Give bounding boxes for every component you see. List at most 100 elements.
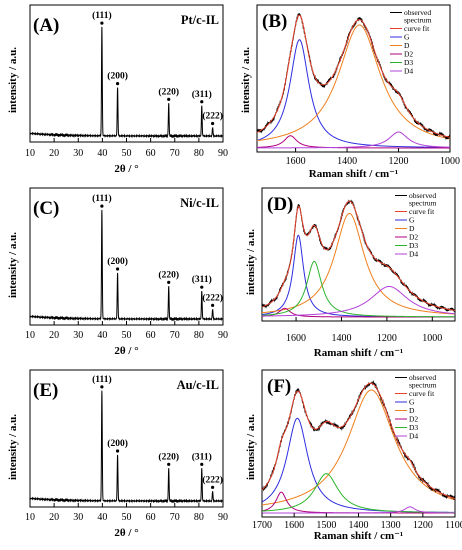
peak-label: (311) (192, 451, 212, 462)
x-tick-label: 1400 (349, 520, 369, 531)
legend-label: G (404, 33, 410, 42)
plot-frame (261, 187, 456, 322)
x-axis-title: Raman shift / cm⁻¹ (314, 347, 403, 359)
peak-marker (167, 280, 171, 284)
x-axis-title: 2θ / ° (114, 163, 138, 175)
peak-marker (211, 485, 215, 489)
band-d (261, 389, 456, 506)
x-tick-label: 50 (122, 148, 132, 159)
x-tick-label: 1700 (252, 520, 272, 531)
x-tick-label: 20 (49, 148, 59, 159)
peak-marker (100, 385, 104, 389)
band-d4 (257, 131, 451, 149)
x-tick-label: 40 (97, 330, 107, 341)
xrd-pattern-line (29, 26, 224, 139)
sample-label: Ni/c-IL (180, 196, 219, 210)
x-tick-label: 90 (218, 148, 228, 159)
peak-label: (220) (158, 451, 179, 462)
legend-label: D4 (409, 432, 418, 441)
x-tick-label: 70 (170, 330, 180, 341)
peak-label: (311) (192, 89, 212, 100)
peak-label: (111) (92, 10, 112, 21)
legend-item: D (390, 41, 410, 50)
legend-label: D3 (404, 58, 413, 67)
sample-label: Pt/c-IL (181, 13, 219, 27)
legend-item: D2 (395, 415, 418, 424)
x-tick-label: 20 (49, 330, 59, 341)
x-axis-title: 2θ / ° (114, 527, 138, 539)
y-axis-title: intensity / a.u. (245, 229, 257, 295)
band-d (256, 24, 451, 142)
legend-label: spectrum (404, 16, 432, 25)
peak-label: (200) (107, 256, 128, 267)
panel-letter: (E) (33, 380, 58, 401)
legend-item: curve fit (390, 24, 430, 33)
peak-label: (200) (107, 438, 128, 449)
x-tick-label: 1500 (316, 520, 336, 531)
x-tick-label: 1400 (337, 156, 357, 167)
x-tick-label: 60 (146, 512, 156, 523)
legend-item: D2 (395, 233, 418, 242)
legend-label: curve fit (404, 24, 430, 33)
raman-panel-2: 1700 1600 1500 1400 1300 1200 1100 observedspec… (245, 369, 462, 542)
x-tick-label: 90 (218, 512, 228, 523)
peak-label: (111) (92, 374, 112, 385)
peak-marker (200, 100, 204, 104)
x-tick-label: 1200 (377, 333, 397, 344)
x-tick-label: 60 (146, 148, 156, 159)
legend-label: observed (404, 8, 431, 17)
legend-item: G (390, 33, 410, 42)
legend-label: curve fit (409, 207, 435, 216)
x-tick-label: 50 (122, 512, 132, 523)
observed-spectrum-line (261, 199, 456, 313)
legend-label: D2 (409, 415, 418, 424)
plot-frame (256, 4, 451, 153)
peak-marker (211, 121, 215, 126)
x-tick-label: 90 (218, 330, 228, 341)
xrd-panel-0: (111) (200) (220) (311) (222) 10 20 30 40 50 60 70 8… (7, 4, 228, 175)
legend-item: D4 (395, 250, 418, 259)
peak-marker (115, 82, 120, 86)
x-tick-label: 70 (170, 148, 180, 159)
x-tick-label: 1200 (389, 156, 409, 167)
y-axis-title: intensity / a.u. (7, 232, 19, 298)
band-d4 (262, 506, 456, 514)
band-g (256, 39, 450, 148)
x-tick-label: 80 (194, 330, 204, 341)
legend-label: D (409, 224, 415, 233)
x-tick-label: 80 (194, 148, 204, 159)
curve-fit-line (261, 382, 456, 500)
x-tick-label: 40 (97, 512, 107, 523)
legend-item: curve fit (395, 389, 435, 398)
x-tick-label: 1600 (284, 520, 304, 531)
legend-label: spectrum (409, 199, 437, 208)
panel-letter: (C) (33, 198, 59, 219)
x-tick-label: 30 (73, 330, 83, 341)
x-tick-label: 30 (73, 512, 83, 523)
legend-item: curve fit (395, 207, 435, 216)
x-axis-title: Raman shift / cm⁻¹ (309, 168, 398, 180)
panel-letter: (F) (267, 376, 291, 397)
peak-marker (200, 462, 204, 466)
legend-item: G (395, 216, 415, 225)
y-axis-title: intensity / a.u. (245, 414, 257, 480)
band-d3 (261, 260, 455, 318)
legend-item: D (395, 406, 415, 415)
peak-label: (311) (192, 274, 212, 285)
legend-label: D2 (404, 50, 413, 59)
x-tick-label: 40 (97, 148, 107, 159)
legend-label: spectrum (409, 381, 437, 390)
legend-label: D4 (409, 250, 418, 259)
panel-letter: (D) (267, 194, 293, 215)
peak-marker (200, 285, 204, 289)
x-tick-label: 60 (146, 330, 156, 341)
band-d2 (261, 491, 455, 514)
peak-label: (222) (202, 474, 223, 485)
legend-item: G (395, 398, 415, 407)
y-axis-title: intensity / a.u. (7, 414, 19, 480)
peak-label: (222) (202, 292, 223, 303)
peak-marker (167, 97, 171, 101)
x-tick-label: 1100 (445, 520, 462, 531)
